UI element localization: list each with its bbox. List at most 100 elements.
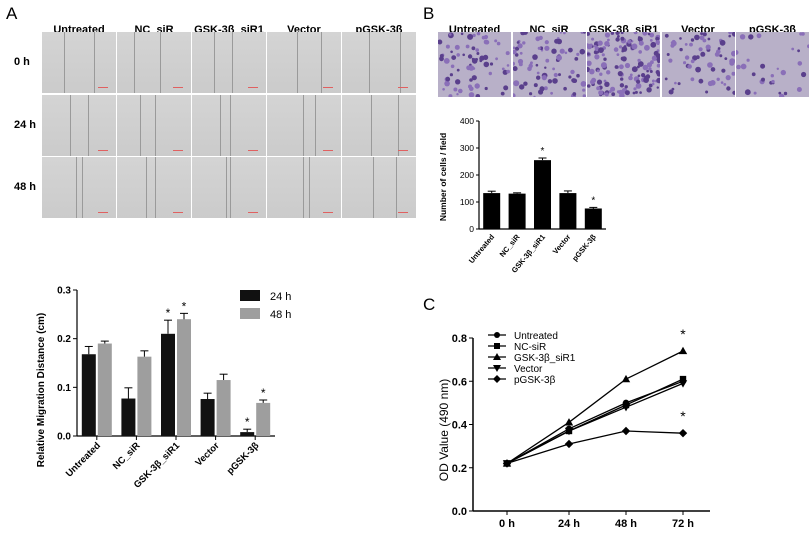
stained-cell <box>684 55 689 60</box>
stained-cell <box>512 46 515 50</box>
stained-cell <box>677 82 681 86</box>
chart-b-y-tick-label: 100 <box>460 197 474 207</box>
transwell-micrograph <box>661 32 735 97</box>
chart-c-data-point <box>678 428 688 438</box>
stained-cell <box>449 33 452 36</box>
scratch-edge-line <box>64 32 65 93</box>
stained-cell <box>797 61 803 66</box>
stained-cell <box>489 62 494 66</box>
chart-a-y-tick-label: 0.2 <box>57 334 71 345</box>
chart-a-bar <box>137 356 152 436</box>
stained-cell <box>779 93 785 97</box>
chart-a-bar <box>81 354 96 436</box>
stained-cell <box>620 36 625 41</box>
stained-cell <box>776 67 779 70</box>
chart-a-legend-label: 48 h <box>270 309 291 321</box>
scratch-edge-line <box>220 95 221 156</box>
stained-cell <box>615 32 620 35</box>
stained-cell <box>483 54 489 60</box>
stained-cell <box>547 79 552 84</box>
scratch-edge-line <box>70 95 71 156</box>
wound-healing-micrograph <box>267 157 341 218</box>
chart-b-bar <box>483 193 501 229</box>
stained-cell <box>617 35 620 38</box>
chart-b-bar <box>559 193 577 229</box>
stained-cell <box>731 90 735 95</box>
scratch-edge-line <box>134 32 135 93</box>
stained-cell <box>532 95 536 97</box>
transwell-micrograph <box>587 32 660 97</box>
scale-bar <box>398 150 408 151</box>
stained-cell <box>610 32 615 35</box>
stained-cell <box>797 49 800 53</box>
stained-cell <box>619 64 624 70</box>
stained-cell <box>475 48 479 52</box>
stained-cell <box>556 55 562 61</box>
scratch-edge-line <box>371 95 372 156</box>
wound-healing-micrograph <box>267 95 341 156</box>
stained-cell <box>617 71 623 77</box>
wound-healing-micrograph <box>42 95 116 156</box>
scale-bar <box>398 87 408 88</box>
stained-cell <box>673 81 677 85</box>
scale-bar <box>323 87 333 88</box>
chart-c-legend-marker <box>494 332 500 338</box>
stained-cell <box>608 90 612 93</box>
scratch-edge-line <box>146 157 147 218</box>
stained-cell <box>731 52 734 55</box>
scratch-edge-line <box>88 95 89 156</box>
stained-cell <box>544 58 549 63</box>
stained-cell <box>702 32 707 37</box>
stained-cell <box>720 68 725 73</box>
stained-cell <box>744 89 751 96</box>
chart-c-legend-label: GSK-3β_siR1 <box>514 353 576 364</box>
stained-cell <box>631 43 638 50</box>
stained-cell <box>632 91 636 95</box>
stained-cell <box>512 66 518 72</box>
stained-cell <box>643 78 647 82</box>
stained-cell <box>516 41 519 44</box>
stained-cell <box>543 86 548 91</box>
chart-c-legend-label: pGSK-3β <box>514 375 556 386</box>
cell-count-bar-chart: Number of cells / field 0 100 200 300 400 Unt… <box>438 116 606 275</box>
stained-cell <box>791 47 795 51</box>
chart-a-y-tick-label: 0.1 <box>57 383 71 394</box>
stained-cell <box>535 63 538 67</box>
stained-cell <box>495 57 498 61</box>
wound-healing-micrograph <box>342 32 416 93</box>
stained-cell <box>522 81 528 86</box>
stained-cell <box>505 51 510 56</box>
stained-cell <box>590 79 595 85</box>
transwell-micrograph <box>438 32 511 97</box>
stained-cells <box>512 32 586 97</box>
chart-c-y-axis-label: OD Value (490 nm) <box>437 379 451 482</box>
stained-cell <box>469 78 473 82</box>
chart-c-series-line <box>506 378 684 464</box>
stained-cell <box>553 72 558 78</box>
stained-cell <box>500 91 505 96</box>
stained-cell <box>559 32 562 34</box>
chart-c-legend-marker <box>494 343 500 349</box>
scratch-edge-line <box>321 32 322 93</box>
chart-c-legend-label: NC-siR <box>514 342 546 353</box>
stained-cell <box>604 81 610 87</box>
stained-cell <box>616 53 620 56</box>
stained-cell <box>517 58 523 65</box>
stained-cells <box>587 32 660 97</box>
stained-cell <box>596 86 601 91</box>
panel-a-row-label: 24 h <box>14 119 37 131</box>
chart-c-significance-marker: * <box>680 326 686 342</box>
stained-cell <box>562 86 567 91</box>
stained-cell <box>521 41 525 45</box>
scale-bar <box>323 212 333 213</box>
chart-b-significance-marker: * <box>591 195 595 206</box>
stained-cell <box>445 76 451 82</box>
chart-c-y-tick-label: 0.6 <box>452 376 467 388</box>
stained-cell <box>604 41 610 47</box>
stained-cells <box>664 32 735 95</box>
chart-a-bar <box>256 402 271 436</box>
stained-cell <box>655 36 660 41</box>
stained-cell <box>531 54 538 60</box>
stained-cell <box>582 32 586 34</box>
stained-cell <box>501 67 505 71</box>
